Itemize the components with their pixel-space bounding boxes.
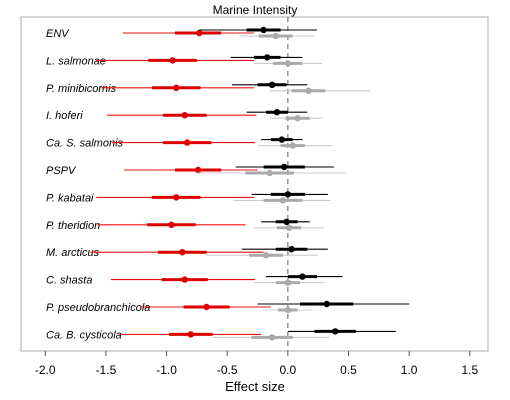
point-estimate bbox=[299, 273, 306, 280]
category-label: P. pseudobranchicola bbox=[46, 302, 150, 314]
x-tick-label: 0.5 bbox=[340, 363, 357, 377]
point-estimate bbox=[285, 224, 293, 231]
point-estimate bbox=[288, 246, 295, 253]
point-estimate bbox=[183, 139, 191, 146]
point-estimate bbox=[284, 60, 292, 67]
category-label: L. salmonae bbox=[46, 55, 106, 67]
point-estimate bbox=[294, 115, 301, 122]
estimate-marks bbox=[90, 26, 410, 341]
point-estimate bbox=[283, 218, 290, 225]
point-estimate bbox=[272, 32, 279, 40]
point-estimate bbox=[281, 163, 288, 171]
category-label: C. shasta bbox=[46, 275, 92, 287]
category-label: I. hoferi bbox=[46, 110, 83, 122]
x-tick-label: 0.0 bbox=[280, 363, 297, 377]
point-estimate bbox=[260, 26, 267, 34]
point-estimate bbox=[181, 276, 188, 283]
series-gray bbox=[196, 32, 371, 341]
category-label: ENV bbox=[46, 28, 70, 40]
category-label: P. kabatai bbox=[46, 192, 94, 204]
point-estimate bbox=[331, 328, 339, 335]
x-axis-label: Effect size bbox=[225, 379, 285, 394]
chart-title: Marine Intensity bbox=[213, 3, 298, 17]
point-estimate bbox=[289, 142, 296, 149]
point-estimate bbox=[173, 84, 180, 92]
series-red bbox=[90, 29, 271, 338]
category-label: P. minibicornis bbox=[46, 83, 117, 95]
point-estimate bbox=[168, 221, 175, 228]
point-estimate bbox=[305, 87, 312, 95]
category-label: Ca. S. salmonis bbox=[46, 138, 124, 150]
point-estimate bbox=[284, 306, 292, 314]
point-estimate bbox=[264, 54, 271, 61]
x-tick-label: 1.5 bbox=[461, 363, 478, 377]
point-estimate bbox=[278, 136, 285, 143]
series-black bbox=[199, 26, 410, 335]
point-estimate bbox=[266, 169, 273, 177]
category-label: M. arcticus bbox=[46, 247, 100, 259]
x-tick-label: -1.0 bbox=[156, 363, 177, 377]
point-estimate bbox=[284, 191, 292, 198]
category-labels: ENV L. salmonae P. minibicornis I. hoferi Ca… bbox=[46, 28, 150, 341]
plot-area bbox=[20, 16, 489, 352]
point-estimate bbox=[181, 112, 188, 119]
x-axis: -2.0 -1.5 -1.0 -0.5 0.0 0.5 1.0 1.5 bbox=[35, 351, 478, 377]
point-estimate bbox=[323, 300, 330, 308]
category-label: Ca. B. cysticola bbox=[46, 329, 122, 341]
x-tick-label: 1.0 bbox=[401, 363, 418, 377]
category-label: P. theridion bbox=[46, 220, 100, 232]
x-tick-label: -1.5 bbox=[96, 363, 117, 377]
point-estimate bbox=[268, 334, 276, 341]
category-label: PSPV bbox=[46, 165, 77, 177]
x-tick-label: -2.0 bbox=[35, 363, 56, 377]
point-estimate bbox=[203, 303, 210, 311]
point-estimate bbox=[187, 331, 195, 338]
point-estimate bbox=[173, 194, 180, 201]
point-estimate bbox=[169, 57, 176, 64]
point-estimate bbox=[273, 109, 281, 116]
point-estimate bbox=[284, 279, 292, 286]
point-estimate bbox=[196, 29, 203, 37]
point-estimate bbox=[179, 249, 186, 256]
point-estimate bbox=[194, 166, 202, 174]
point-estimate bbox=[279, 197, 287, 204]
x-tick-label: -0.5 bbox=[217, 363, 238, 377]
point-estimate bbox=[262, 252, 270, 259]
point-estimate bbox=[268, 81, 276, 89]
